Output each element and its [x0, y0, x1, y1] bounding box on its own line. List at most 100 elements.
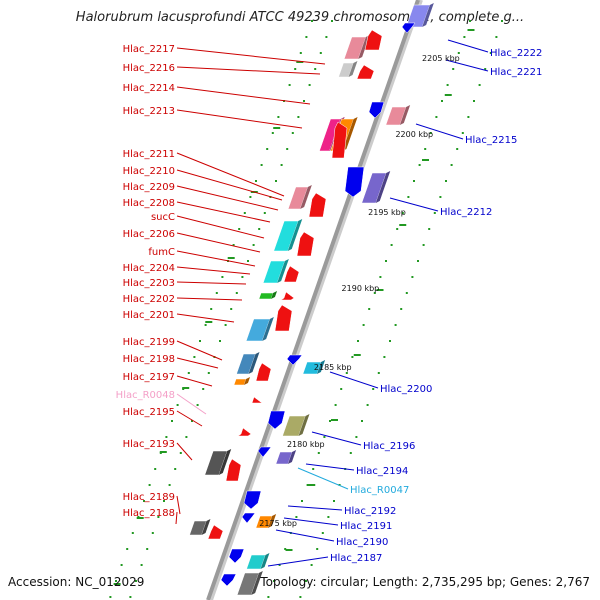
- left-label-leader: [176, 215, 265, 239]
- left-label-leader: [176, 495, 181, 515]
- tick-dot: [345, 372, 348, 374]
- tick-dot: [321, 532, 324, 534]
- left-label-leader: [176, 152, 285, 197]
- tick-dot: [357, 340, 359, 342]
- feature-block-side: [262, 317, 274, 341]
- left-label-leader: [176, 250, 256, 267]
- tick-dot: [193, 356, 196, 358]
- tick-dot: [176, 404, 179, 406]
- feature-arrow: [331, 121, 348, 159]
- tick-dot: [417, 260, 419, 262]
- left-gene-label: Hlac_2197: [123, 372, 175, 383]
- tick-dot: [207, 372, 210, 374]
- tick-dot: [146, 548, 149, 550]
- left-label-leader: [176, 185, 279, 211]
- tick-dot: [390, 244, 393, 246]
- feature-arrow: [237, 427, 252, 437]
- left-gene-label: Hlac_2210: [123, 166, 175, 177]
- tick-dot: [439, 196, 442, 198]
- tick-dot: [258, 228, 261, 230]
- right-label-leader: [287, 505, 343, 511]
- right-label-leader: [415, 123, 464, 140]
- feature-block-side: [375, 171, 391, 203]
- accession-text: Accession: NC_012029: [8, 575, 145, 589]
- left-gene-label: sucC: [151, 212, 175, 223]
- feature-block-side: [287, 450, 297, 464]
- tick-dot: [306, 484, 309, 486]
- tick-dot: [351, 356, 354, 358]
- feature-arrow: [267, 410, 286, 430]
- left-label-leader: [176, 340, 223, 361]
- backbone-line: [206, 0, 420, 600]
- tick-dot: [131, 532, 134, 534]
- right-label-leader: [283, 517, 339, 526]
- tick-dot: [278, 564, 281, 566]
- feature-block-side: [248, 352, 260, 374]
- tick-dot: [115, 580, 117, 582]
- tick-dot: [429, 132, 432, 134]
- scale-label: 2185 kbp: [314, 363, 352, 372]
- tick-dot: [260, 164, 263, 166]
- tick-dot: [210, 308, 213, 310]
- tick-dot: [317, 452, 320, 454]
- tick-dot: [413, 180, 415, 182]
- tick-dot: [301, 500, 303, 502]
- tick-dot: [405, 292, 408, 294]
- feature-arrow: [344, 166, 365, 198]
- tick-dot: [273, 580, 275, 582]
- tick-dot: [243, 212, 246, 214]
- tick-dot: [168, 484, 171, 486]
- left-gene-label: Hlac_2216: [123, 63, 175, 74]
- tick-dot: [255, 180, 257, 182]
- scale-label: 2180 kbp: [287, 440, 325, 449]
- tick-dot: [446, 84, 449, 86]
- tick-dot: [305, 580, 307, 582]
- tick-dot: [435, 116, 438, 118]
- tick-dot: [489, 52, 492, 54]
- left-label-leader: [175, 511, 178, 525]
- feature-block-side: [243, 377, 251, 385]
- scale-label: 2175 kbp: [259, 519, 297, 528]
- tick-dot: [151, 532, 154, 534]
- tick-dot: [174, 468, 177, 470]
- tick-dot: [284, 548, 287, 550]
- tick-dot: [379, 276, 382, 278]
- left-gene-label: Hlac_R0048: [116, 390, 175, 401]
- tick-dot: [275, 180, 277, 182]
- tick-dot: [230, 308, 233, 310]
- tick-dot: [219, 340, 221, 342]
- feature-block-side: [270, 291, 278, 299]
- right-gene-label: Hlac_2221: [490, 67, 542, 78]
- feature-arrow: [228, 548, 245, 564]
- tick-dot: [263, 212, 266, 214]
- tick-dot: [303, 100, 305, 102]
- tick-dot: [312, 468, 315, 470]
- tick-dot: [349, 452, 352, 454]
- tick-dot: [495, 36, 498, 38]
- right-label-leader: [267, 556, 329, 567]
- tick-dot: [109, 596, 112, 598]
- tick-dot: [331, 20, 333, 22]
- feature-block-side: [251, 571, 263, 595]
- tick-dot: [135, 580, 137, 582]
- feature-arrow: [296, 231, 315, 257]
- feature-arrow: [207, 524, 224, 540]
- tick-dot: [372, 388, 375, 390]
- feature-arrow: [241, 512, 256, 524]
- labels-layer: Hlac_2217 Hlac_2216 Hlac_2214 Hlac_2213 Hlac…: [116, 44, 543, 564]
- tick-dot: [377, 372, 380, 374]
- tick-dots-layer: [109, 20, 503, 598]
- tick-dot: [299, 52, 302, 54]
- feature-arrow: [364, 29, 383, 51]
- tick-dot: [143, 500, 145, 502]
- tick-dot: [126, 548, 129, 550]
- feature-arrow: [257, 446, 272, 458]
- tick-dot: [297, 116, 300, 118]
- tick-dot: [202, 388, 205, 390]
- feature-block-side: [300, 185, 312, 209]
- tick-dot: [299, 596, 302, 598]
- feature-arrow: [356, 64, 375, 80]
- tick-dot: [329, 420, 331, 422]
- tick-dot: [340, 388, 343, 390]
- tick-dot: [249, 196, 252, 198]
